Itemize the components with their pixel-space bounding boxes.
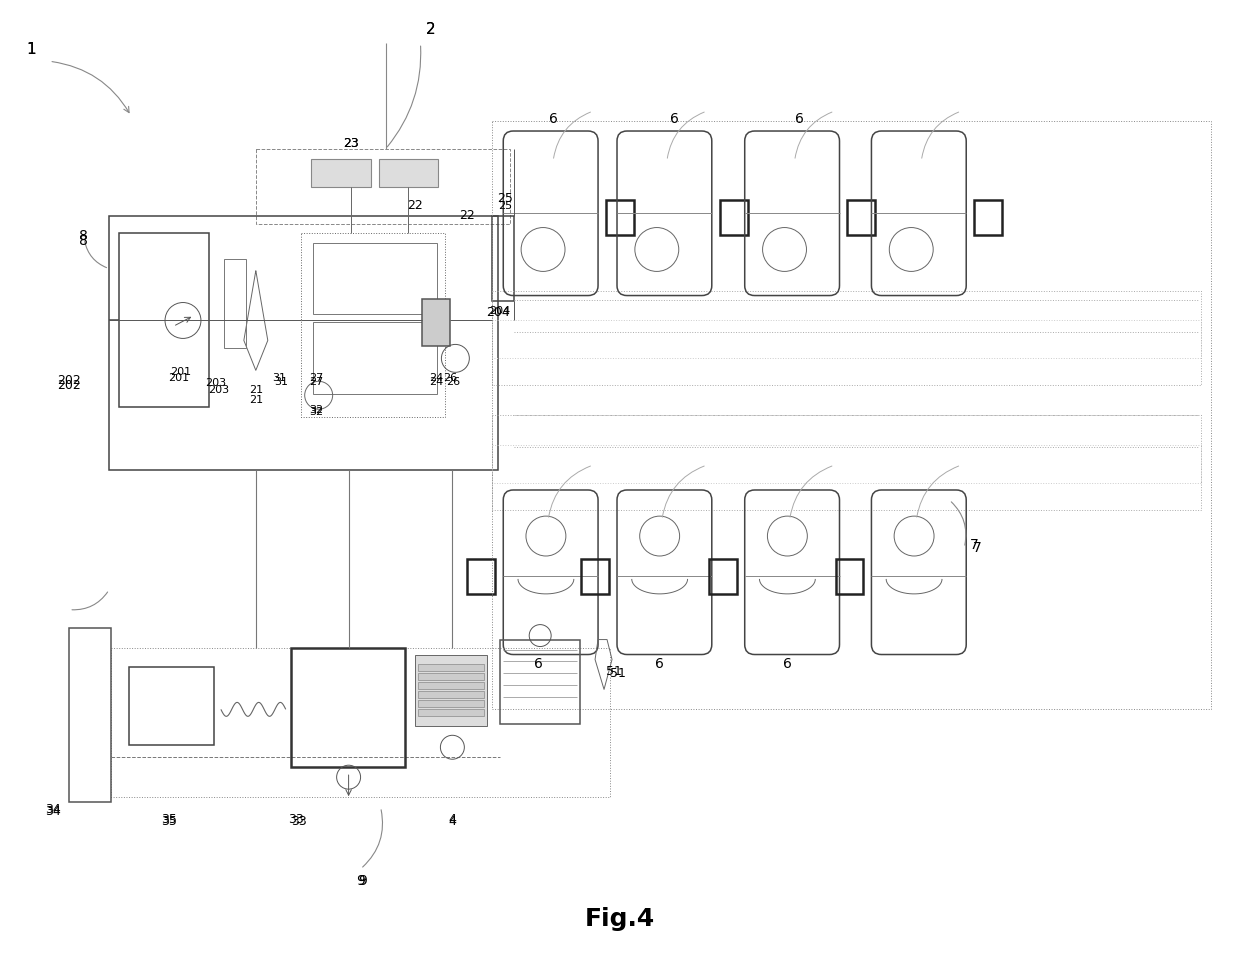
Text: 6: 6 [656, 658, 665, 671]
Text: 22: 22 [408, 199, 423, 212]
Text: 202: 202 [57, 374, 81, 387]
Text: 7: 7 [970, 538, 978, 552]
Bar [112, 648, 610, 797]
Bar [418, 673, 485, 680]
Bar [311, 159, 371, 187]
Bar [312, 242, 438, 314]
Bar [415, 655, 487, 726]
Bar [69, 628, 112, 802]
Text: 9: 9 [358, 874, 367, 888]
Text: 6: 6 [549, 112, 558, 126]
Text: 203: 203 [208, 385, 229, 395]
Text: 51: 51 [606, 665, 622, 678]
Text: 7: 7 [973, 541, 982, 555]
Bar [109, 216, 498, 470]
Text: 9: 9 [356, 874, 365, 888]
Text: 6: 6 [784, 658, 792, 671]
Bar [378, 159, 439, 187]
Text: 24: 24 [429, 374, 444, 383]
Text: 31: 31 [274, 378, 288, 387]
Text: 35: 35 [161, 814, 177, 828]
Text: 8: 8 [79, 229, 88, 242]
Text: Fig.4: Fig.4 [585, 907, 655, 931]
Text: 6: 6 [671, 112, 680, 126]
Bar [975, 200, 1002, 235]
Text: 8: 8 [79, 234, 88, 248]
Text: 6: 6 [533, 658, 543, 671]
Text: 25: 25 [497, 193, 513, 205]
Text: 1: 1 [26, 42, 36, 56]
Bar [719, 200, 748, 235]
Bar [290, 648, 405, 767]
Text: 2: 2 [425, 21, 435, 37]
Bar [301, 233, 445, 417]
Bar [423, 299, 450, 346]
Text: 4: 4 [449, 814, 456, 828]
Bar [492, 320, 1200, 358]
Text: 204: 204 [486, 306, 510, 319]
Bar [847, 200, 875, 235]
Text: 32: 32 [310, 405, 324, 415]
Bar [709, 559, 737, 594]
Bar [224, 259, 246, 348]
Text: 6: 6 [795, 112, 804, 126]
Text: 33: 33 [291, 814, 306, 828]
Bar [467, 559, 495, 594]
Bar [492, 291, 1200, 385]
Bar [500, 639, 580, 724]
Text: 204: 204 [489, 306, 510, 315]
Bar [418, 665, 485, 671]
Bar [418, 682, 485, 690]
Text: 23: 23 [342, 137, 358, 151]
Text: 35: 35 [161, 812, 177, 825]
Text: 34: 34 [46, 803, 61, 815]
Text: 51: 51 [610, 667, 626, 680]
Text: 25: 25 [498, 200, 512, 211]
Text: 2: 2 [425, 21, 435, 37]
Bar [255, 149, 510, 224]
Text: 26: 26 [444, 374, 458, 383]
Text: 203: 203 [206, 378, 227, 388]
Bar [418, 692, 485, 699]
Text: 201: 201 [170, 368, 191, 378]
Text: 202: 202 [57, 378, 81, 392]
Text: 33: 33 [288, 812, 304, 825]
Bar [119, 233, 208, 408]
Text: 1: 1 [26, 42, 36, 56]
Bar [492, 445, 1200, 483]
Text: 31: 31 [272, 374, 285, 383]
Bar [606, 200, 634, 235]
Bar [836, 559, 863, 594]
Text: 32: 32 [310, 408, 324, 417]
Text: 201: 201 [169, 374, 190, 383]
Bar [582, 559, 609, 594]
Bar [492, 121, 1210, 709]
Text: 26: 26 [446, 378, 460, 387]
Text: 4: 4 [449, 812, 456, 825]
Text: 21: 21 [249, 395, 263, 405]
Bar [418, 701, 485, 707]
Text: 27: 27 [310, 378, 324, 387]
Bar [312, 322, 438, 394]
Text: 24: 24 [429, 378, 444, 387]
Bar [418, 709, 485, 716]
Bar [492, 415, 1200, 510]
Text: 23: 23 [342, 137, 358, 151]
Bar [492, 216, 515, 301]
Text: 34: 34 [46, 805, 61, 817]
Bar [129, 667, 215, 745]
Text: 21: 21 [249, 385, 263, 395]
Text: 27: 27 [310, 374, 324, 383]
Text: 22: 22 [460, 209, 475, 222]
